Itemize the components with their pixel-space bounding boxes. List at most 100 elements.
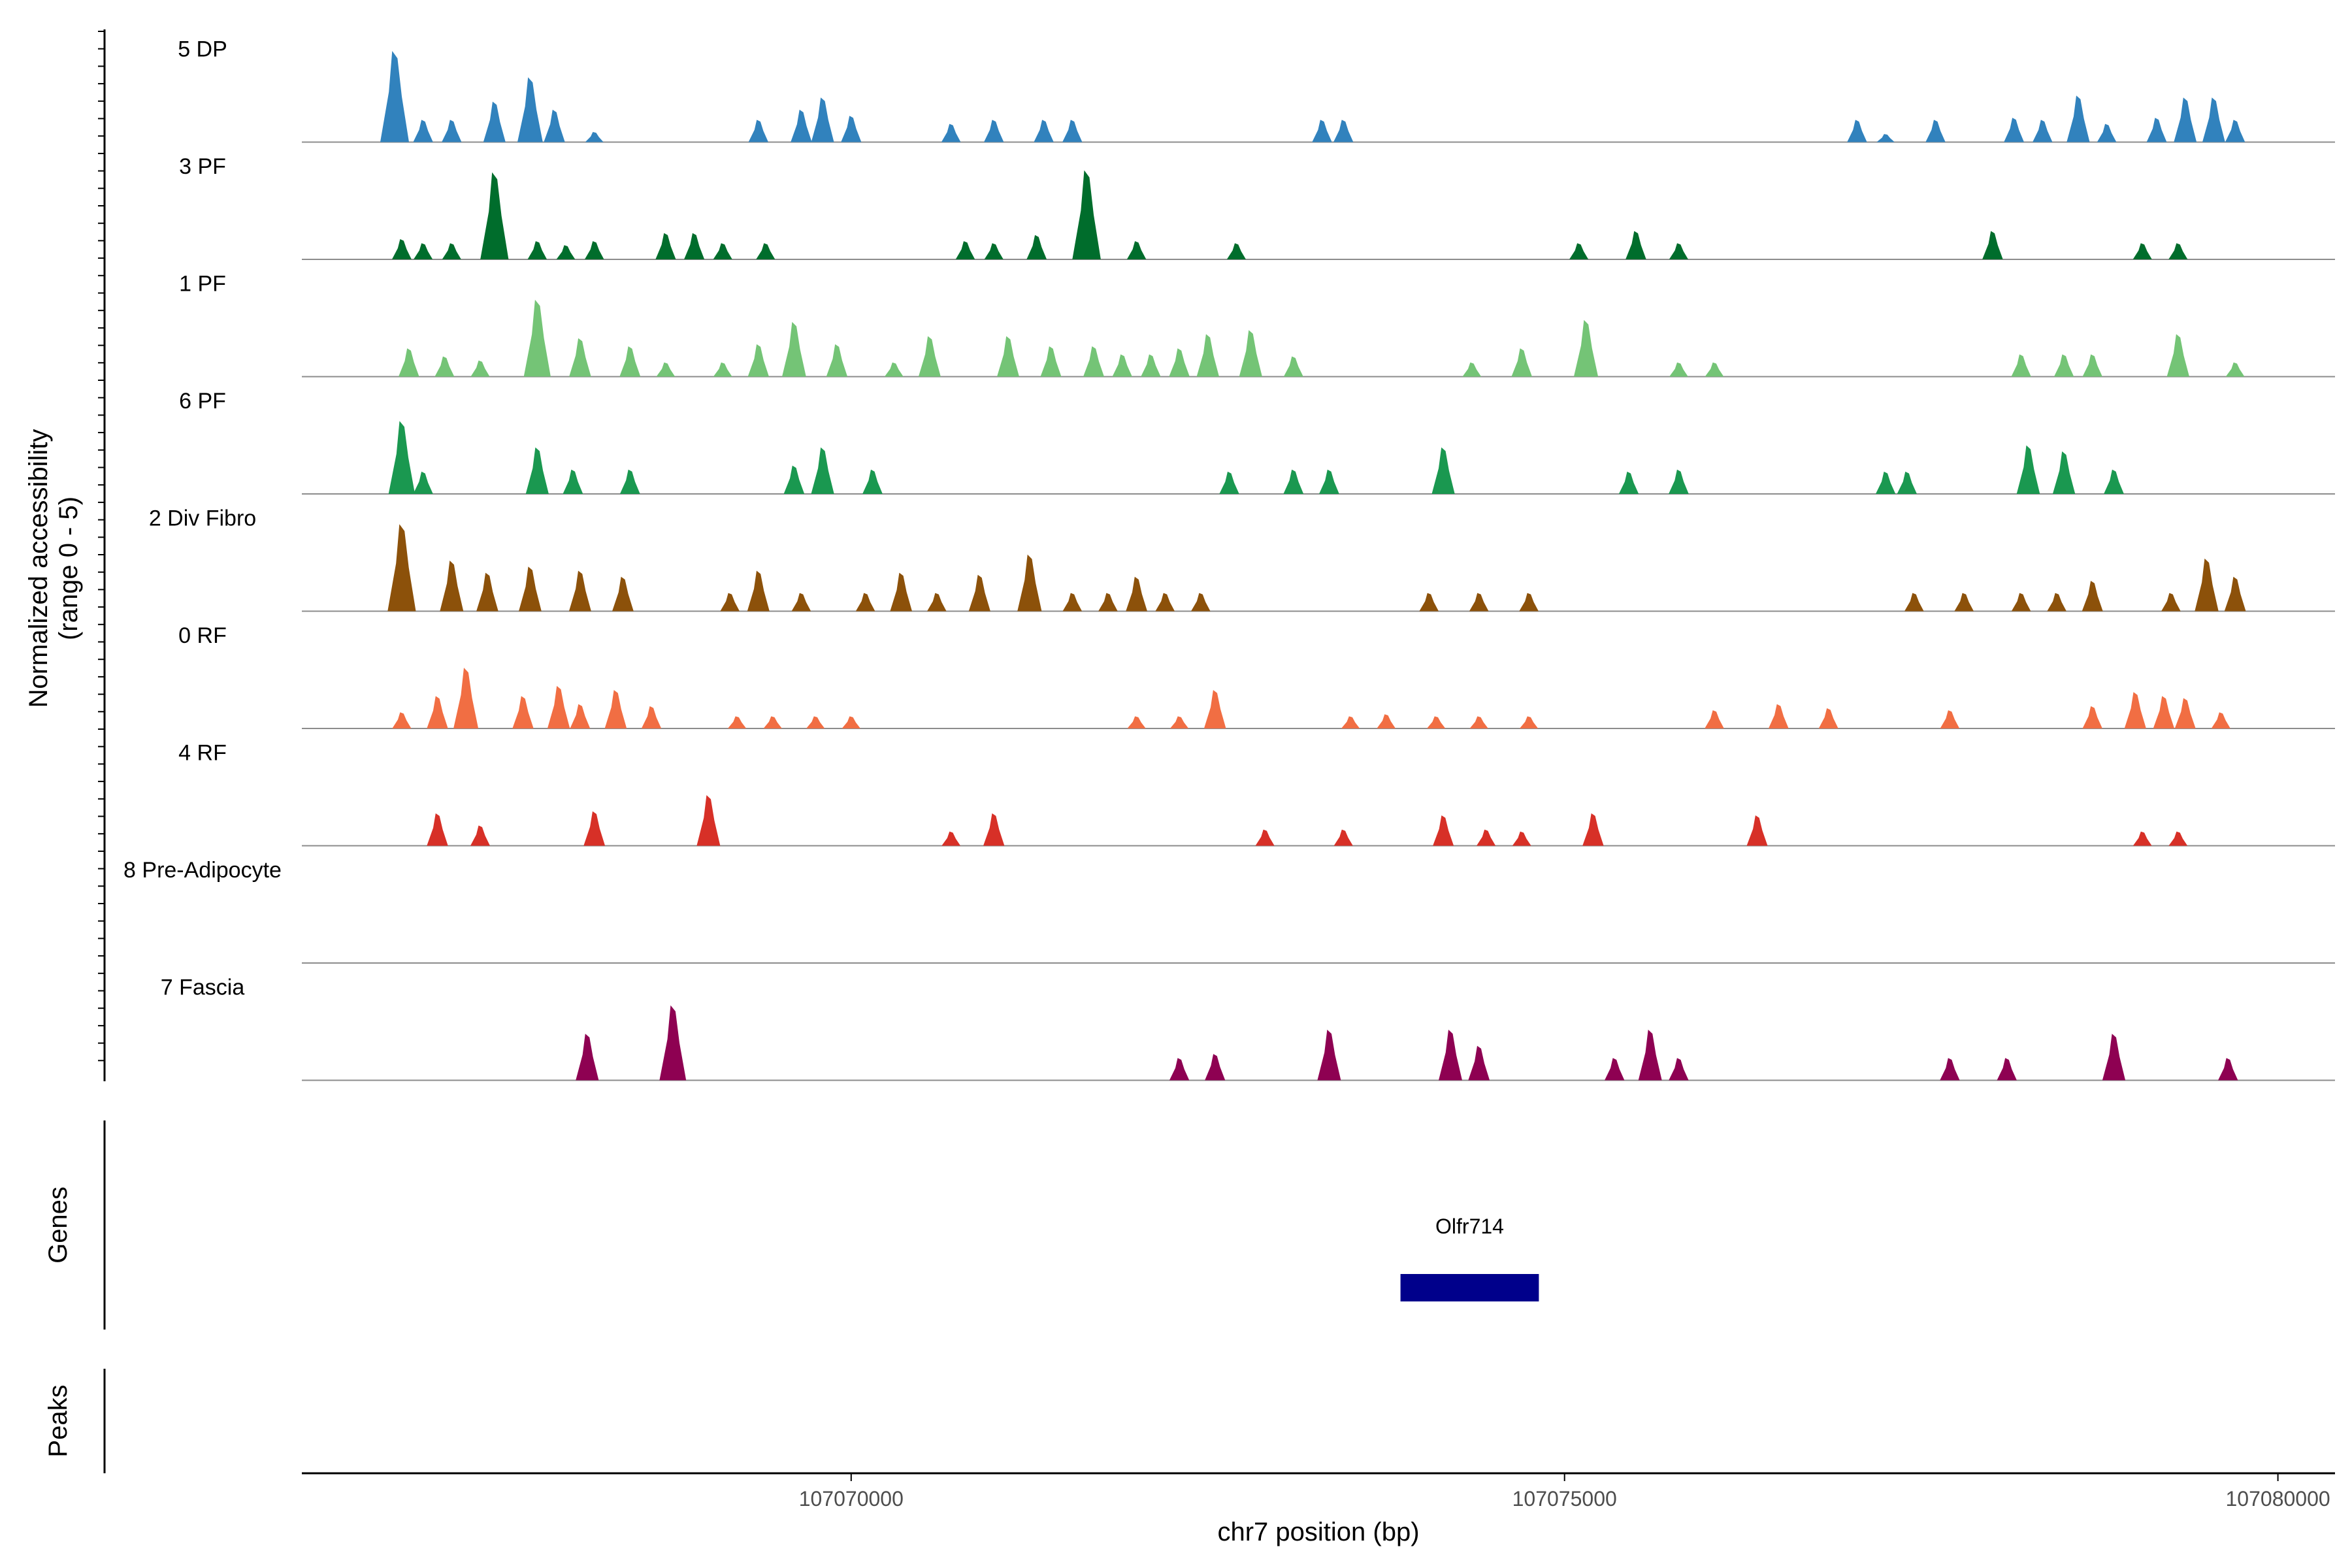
coverage-peak [392, 712, 412, 728]
coverage-peak [918, 336, 941, 377]
coverage-peak [1333, 120, 1354, 142]
coverage-peak [747, 570, 770, 612]
coverage-peak [1954, 593, 1974, 612]
coverage-peak [1126, 241, 1147, 259]
coverage-peak [563, 469, 583, 494]
coverage-peak [470, 825, 490, 846]
coverage-peak [806, 716, 825, 728]
coverage-peak [1333, 829, 1353, 846]
coverage-peak [1875, 471, 1896, 494]
coverage-peak [1512, 831, 1531, 846]
coverage-peak [756, 243, 776, 259]
coverage-peak [1312, 120, 1332, 142]
coverage-peak [2082, 706, 2102, 728]
track-4: 2 Div Fibro [149, 506, 2335, 612]
coverage-peak [2195, 558, 2219, 612]
x-axis-label: chr7 position (bp) [1217, 1518, 1419, 1546]
track-label: 5 DP [178, 37, 227, 61]
coverage-peak [2168, 831, 2188, 846]
genes-panel-label: Genes [44, 1186, 73, 1264]
coverage-peak [619, 346, 641, 377]
coverage-peak [791, 109, 812, 142]
coverage-peak [1112, 354, 1132, 377]
coverage-peak [2004, 118, 2024, 142]
coverage-peak [2104, 469, 2124, 494]
coverage-peak [525, 447, 549, 494]
coverage-peak [476, 572, 498, 612]
coverage-peak [556, 245, 576, 259]
coverage-peak [826, 344, 848, 377]
coverage-peak [763, 716, 782, 728]
coverage-peak [2124, 692, 2146, 728]
coverage-peak [659, 1005, 687, 1081]
coverage-peak [453, 668, 479, 728]
coverage-peak [414, 243, 433, 259]
coverage-peak [1127, 716, 1146, 728]
coverage-peak [841, 116, 862, 142]
tracks-layer: 5 DP 3 PF 1 PF 6 PF 2 Div Fibro 0 RF 4 RF 8 Pre… [123, 37, 2335, 1081]
coverage-peak [2218, 1058, 2238, 1081]
coverage-peak [655, 233, 676, 259]
coverage-peak [1468, 1045, 1490, 1081]
coverage-peak [483, 101, 506, 142]
coverage-peak [517, 77, 543, 142]
y-axis-label-line: Normalized accessibility [24, 429, 53, 708]
coverage-peak [2011, 354, 2031, 377]
coverage-peak [656, 362, 676, 377]
x-axis: 107070000 107075000 107080000 [98, 29, 2335, 1511]
coverage-peak [544, 109, 565, 142]
coverage-peak [1341, 716, 1360, 728]
coverage-peak [890, 572, 912, 612]
coverage-peak [2225, 362, 2245, 377]
coverage-peak [1083, 346, 1104, 377]
coverage-peak [791, 593, 811, 612]
coverage-peak [1847, 120, 1867, 142]
track-8: 7 Fascia [161, 975, 2335, 1081]
coverage-peak [1205, 1054, 1226, 1081]
track-label: 7 Fascia [161, 975, 245, 1000]
coverage-peak [1017, 554, 1042, 612]
coverage-peak [1705, 362, 1724, 377]
coverage-peak [399, 348, 419, 377]
coverage-peak [1377, 714, 1396, 728]
coverage-peak [1219, 471, 1239, 494]
track-label: 8 Pre-Adipocyte [123, 858, 282, 883]
coverage-peak [1062, 593, 1083, 612]
coverage-peak [841, 716, 860, 728]
coverage-peak [1897, 471, 1917, 494]
coverage-peak [1317, 1030, 1341, 1081]
coverage-peak [2225, 120, 2246, 142]
coverage-peak [1203, 690, 1226, 728]
coverage-peak [2082, 354, 2102, 377]
coverage-peak [2168, 243, 2188, 259]
y-axis-label: Normalized accessibility(range 0 - 5) [24, 429, 83, 708]
coverage-peak [619, 469, 640, 494]
coverage-peak [576, 1034, 599, 1081]
coverage-peak [862, 469, 883, 494]
coverage-peak [2102, 1034, 2126, 1081]
track-1: 3 PF [179, 154, 2335, 260]
coverage-peak [434, 356, 455, 377]
track-2: 1 PF [179, 271, 2335, 378]
gene-label: Olfr714 [1435, 1215, 1504, 1238]
peaks-panel-label: Peaks [44, 1384, 73, 1457]
coverage-peak [2066, 95, 2090, 142]
coverage-peak [1669, 1058, 1689, 1081]
coverage-peak [2082, 581, 2103, 612]
coverage-peak [413, 120, 433, 142]
coverage-peak [1433, 815, 1454, 846]
coverage-peak [1625, 231, 1646, 259]
coverage-peak [1940, 710, 1960, 728]
coverage-peak [713, 243, 732, 259]
track-label: 1 PF [179, 271, 226, 296]
coverage-peak [1519, 593, 1539, 612]
coverage-peak [1705, 710, 1724, 728]
coverage-peak [1618, 471, 1639, 494]
coverage-peak [1469, 593, 1489, 612]
coverage-peak [1419, 593, 1439, 612]
track-0: 5 DP [178, 37, 2335, 143]
coverage-peak [1904, 593, 1924, 612]
coverage-peak [527, 241, 547, 259]
coverage-peak [387, 524, 416, 612]
